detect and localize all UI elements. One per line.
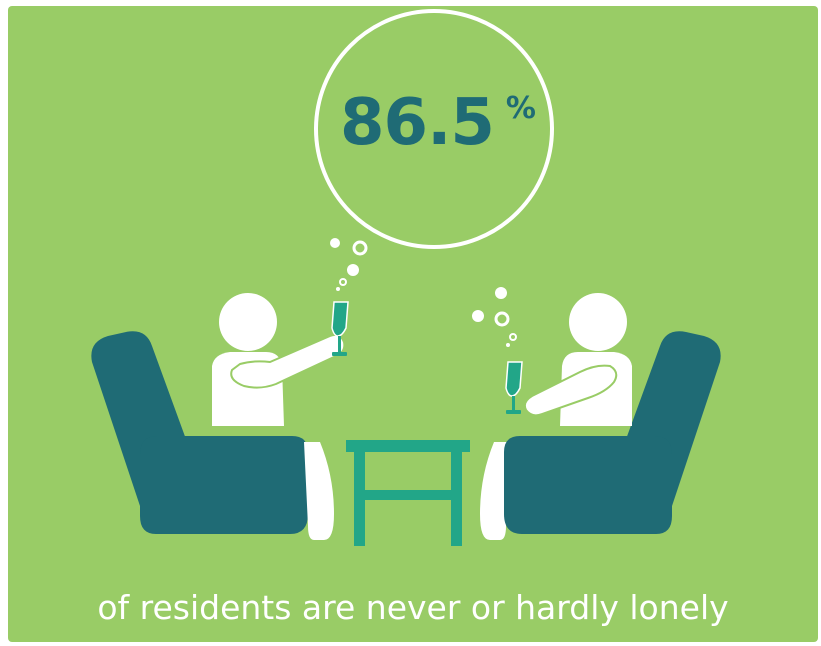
person-icon bbox=[219, 293, 277, 351]
bubbles-icon bbox=[330, 238, 368, 291]
wine-glass-icon bbox=[505, 361, 523, 414]
illustration bbox=[8, 6, 818, 642]
infographic: 86.5 % of residents are never or hardly … bbox=[8, 6, 818, 642]
armchair-icon bbox=[140, 436, 308, 534]
stat-value: 86.5 bbox=[340, 86, 495, 160]
person-icon bbox=[569, 293, 627, 351]
person-icon bbox=[304, 442, 334, 540]
caption: of residents are never or hardly lonely bbox=[97, 588, 729, 627]
wine-glass-icon bbox=[331, 301, 349, 356]
person-icon bbox=[230, 333, 346, 389]
thought-bubble-icon bbox=[314, 9, 554, 249]
statistic: 86.5 % bbox=[318, 88, 558, 168]
side-table-icon bbox=[346, 440, 470, 546]
background bbox=[8, 6, 818, 642]
armchair-icon bbox=[504, 436, 672, 534]
person-icon bbox=[480, 442, 510, 540]
person-icon bbox=[523, 364, 618, 417]
stat-unit: % bbox=[505, 91, 536, 126]
bubbles-icon bbox=[472, 287, 517, 347]
